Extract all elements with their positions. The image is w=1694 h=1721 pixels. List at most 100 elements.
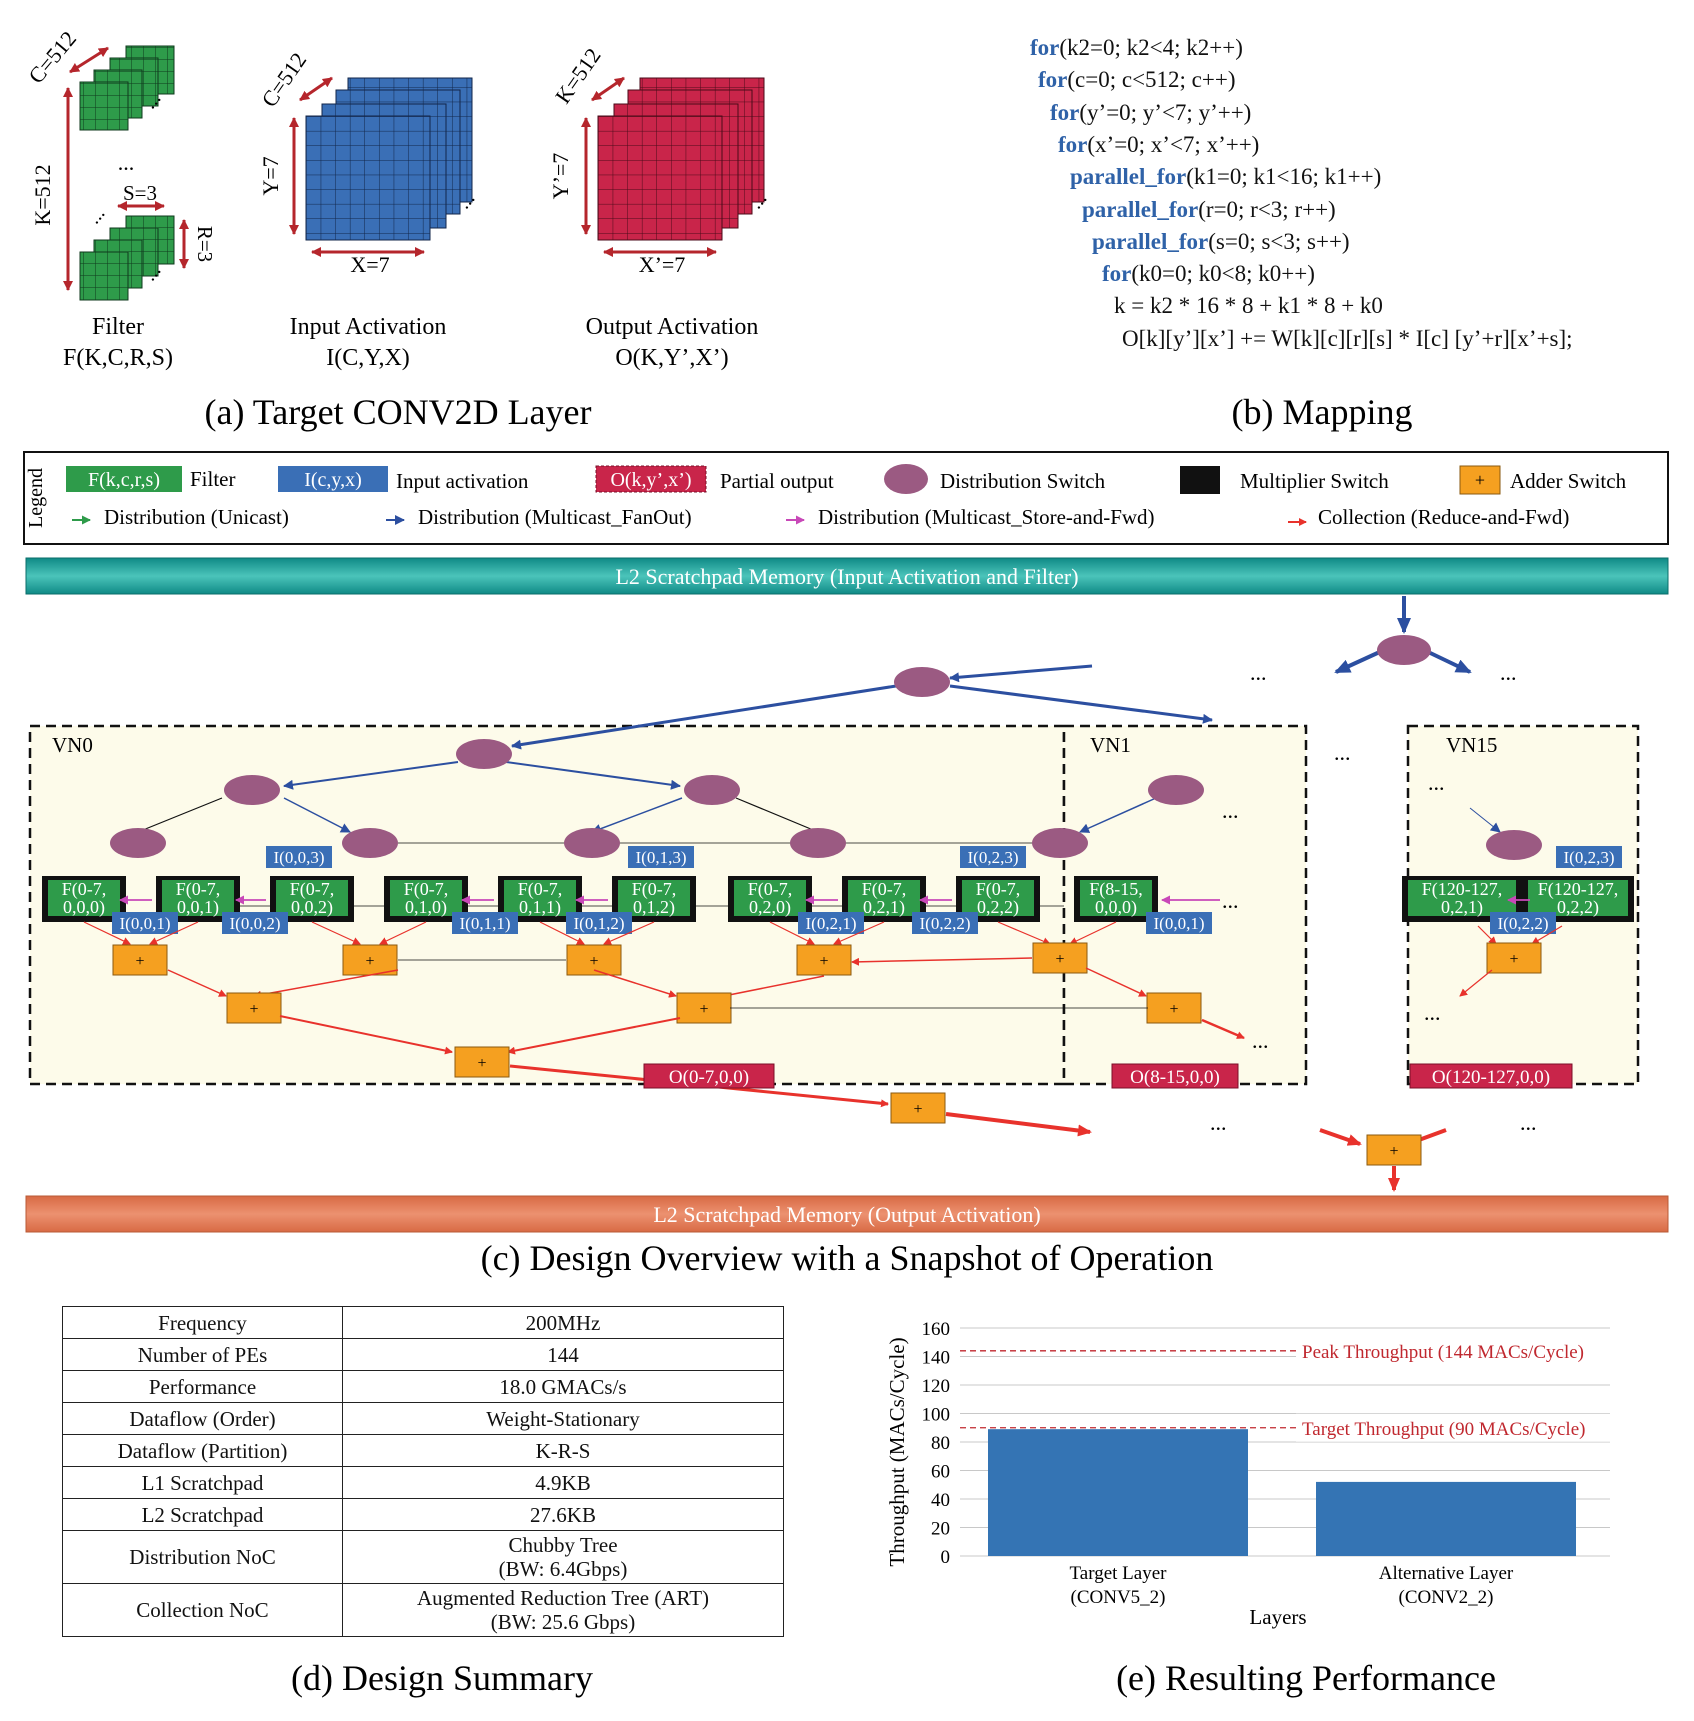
code-text: (y’=0; y’<7; y’++) (1079, 99, 1252, 125)
output-y-label: Y’=7 (548, 153, 573, 200)
output-title: Output Activation (586, 314, 759, 340)
input-tag-top-2 (628, 846, 694, 868)
summary-row: L2 Scratchpad 27.6KB (62, 1498, 784, 1531)
legend-output-label: Partial output (720, 469, 834, 493)
summary-key: Frequency (62, 1306, 343, 1339)
legend-filter-label: Filter (190, 467, 236, 491)
multiplier-switch-2 (162, 880, 234, 916)
multiplier-switch-6-label: F(0-7, 0,1,2) (632, 879, 677, 918)
multiplier-switch-4 (390, 880, 462, 916)
filter-s-label: S=3 (123, 181, 157, 205)
filter-dots-2: ... (118, 150, 135, 175)
code-keyword: for (1038, 67, 1068, 93)
multiplier-switch-vn15-1 (1408, 880, 1516, 916)
adder-vn15 (1486, 942, 1542, 974)
summary-key: L2 Scratchpad (62, 1498, 343, 1531)
code-line: for(y’=0; y’<7; y’++) (1050, 97, 1251, 129)
y-tick-label: 120 (922, 1376, 951, 1397)
y-tick-label: 160 (922, 1319, 951, 1340)
multiplier-switch-1 (48, 880, 120, 916)
adder-l2-3-symbol: + (1169, 1001, 1178, 1018)
adder-l1-4 (796, 944, 852, 976)
summary-row: Frequency 200MHz (62, 1306, 784, 1339)
summary-value: 18.0 GMACs/s (342, 1370, 784, 1403)
ellipsis-collection-1: ... (1252, 1028, 1269, 1053)
adder-l1-5-symbol: + (1055, 951, 1064, 968)
legend-filter-box: F(k,c,r,s) (88, 469, 160, 491)
x-tick-label-2: Alternative Layer (CONV2_2) (1379, 1563, 1514, 1608)
ellipsis-vn1-a: ... (1222, 798, 1239, 823)
code-keyword: for (1058, 131, 1088, 157)
input-c-label: C=512 (256, 48, 311, 112)
reduce-arrow-1 (83, 921, 131, 945)
input-tag-bottom-6-label: I(0,2,2) (920, 914, 971, 933)
y-tick-label: 20 (931, 1519, 950, 1540)
multiplier-switch-4-label: F(0-7, 0,1,0) (404, 879, 449, 918)
adder-l2-3 (1146, 992, 1202, 1024)
panel-a-caption: (a) Target CONV2D Layer (204, 392, 591, 432)
input-tag-top-1-label: I(0,0,3) (274, 848, 325, 867)
y-tick-label: 60 (931, 1462, 950, 1483)
panel-a: C=512 K=512 S=3 R=3 ... ... ... ... Filt… (23, 26, 771, 432)
output-tag-vn0: O(0-7,0,0) (669, 1067, 749, 1088)
code-keyword: for (1102, 261, 1132, 287)
input-tag-bottom-1-label: I(0,0,1) (120, 914, 171, 933)
input-tag-bottom-2-label: I(0,0,2) (230, 914, 281, 933)
y-tick-label: 140 (922, 1348, 951, 1369)
distribution-switch-leaf-4 (790, 828, 846, 858)
code-line: for(x’=0; x’<7; x’++) (1058, 129, 1259, 161)
multiplier-switch-5-label: F(0-7, 0,1,1) (518, 879, 563, 918)
reduce-arrow-out (945, 1112, 1092, 1137)
summary-key: L1 Scratchpad (62, 1466, 343, 1499)
multiplier-switch-9-label: F(0-7, 0,2,2) (976, 879, 1021, 918)
summary-key: Collection NoC (62, 1583, 343, 1637)
adder-l1-4-symbol: + (819, 953, 828, 970)
reduce-arrow-9 (997, 921, 1051, 945)
reduce-arrow-4 (379, 921, 427, 945)
legend-multicast-fanout: Distribution (Multicast_FanOut) (418, 505, 692, 529)
filter-title: Filter (92, 314, 144, 340)
reduce-arrow-l3a (279, 1015, 453, 1055)
code-text: (s=0; s<3; s++) (1208, 228, 1350, 254)
multiplier-switch-9 (962, 880, 1034, 916)
legend-output-box: O(k,y’,x’) (610, 469, 691, 491)
multiplier-switch-vn15-2-label: F(120-127, 0,2,2) (1538, 879, 1619, 918)
multiplier-switch-10 (1080, 880, 1152, 916)
adder-top-symbol: + (913, 1101, 922, 1118)
multiplier-switch-3 (276, 880, 348, 916)
summary-value: 144 (342, 1338, 784, 1371)
reduce-arrow-vn1 (1201, 1018, 1245, 1040)
multiplier-switch-2-label: F(0-7, 0,0,1) (176, 879, 221, 918)
input-tag-bottom-3-label: I(0,1,1) (460, 914, 511, 933)
adder-l2-2 (676, 992, 732, 1024)
input-y-label: Y=7 (258, 156, 283, 195)
legend-collection: Collection (Reduce-and-Fwd) (1318, 505, 1569, 529)
input-tag-bottom-6 (912, 912, 978, 934)
filter-stack-bottom (79, 215, 175, 301)
panel-b-caption: (b) Mapping (1232, 392, 1413, 432)
multiplier-switch-5 (504, 880, 576, 916)
code-line: for(k2=0; k2<4; k2++) (1030, 32, 1243, 64)
input-activation-stack (305, 77, 473, 241)
code-line: k = k2 * 16 * 8 + k1 * 8 + k0 (1114, 290, 1383, 322)
input-title: Input Activation (290, 314, 447, 340)
code-text: (c=0; c<512; c++) (1067, 67, 1236, 93)
reduce-arrow-l2e (1085, 967, 1147, 997)
code-text: (x’=0; x’<7; x’++) (1087, 131, 1260, 157)
reduce-arrow-l2c (593, 969, 677, 998)
legend-title: Legend (25, 468, 47, 528)
multiplier-switch-vn15-1-label: F(120-127, 0,2,1) (1422, 879, 1503, 918)
y-axis-label: Throughput (MACs/Cycle) (885, 1337, 909, 1566)
code-line: for(k0=0; k0<8; k0++) (1102, 258, 1315, 290)
reduce-arrow-vn15-b (1531, 925, 1563, 945)
reduce-arrow-vn15-a (1477, 925, 1497, 945)
distribution-switch-leaf-3 (564, 828, 620, 858)
multiplier-switch-8-label: F(0-7, 0,2,1) (862, 879, 907, 918)
summary-row: Performance 18.0 GMACs/s (62, 1370, 784, 1403)
adder-final (1366, 1134, 1422, 1166)
ellipsis-between: ... (1334, 740, 1351, 765)
legend-input-box: I(c,y,x) (304, 469, 362, 491)
throughput-chart: 0 20 40 60 80 100 120 140 160 Peak Throughput (14… (885, 1319, 1612, 1629)
input-tag-bottom-4 (566, 912, 632, 934)
multiplier-switch-8 (848, 880, 920, 916)
